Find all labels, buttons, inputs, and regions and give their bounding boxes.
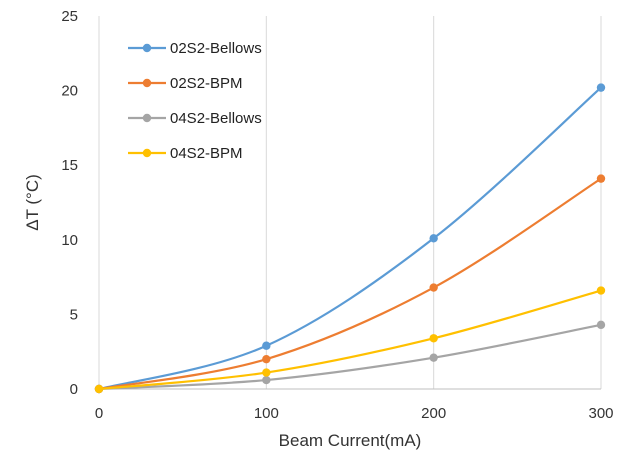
x-tick-label: 100 (254, 405, 279, 422)
legend-swatch-marker (142, 148, 152, 158)
legend-label: 04S2-BPM (170, 145, 243, 162)
x-tick-label: 300 (588, 405, 613, 422)
series-02s2-bellows (94, 83, 606, 394)
series-line-02s2-bellows (98, 86, 602, 391)
x-axis-title: Beam Current(mA) (279, 431, 422, 450)
data-point-04s2-bellows-200 (429, 353, 438, 362)
data-point-02s2-bpm-300 (596, 174, 606, 183)
legend-label: 04S2-Bellows (170, 110, 262, 127)
legend-label: 02S2-BPM (170, 75, 243, 92)
y-tick-label: 25 (61, 8, 78, 25)
y-tick-label: 20 (61, 83, 78, 100)
y-tick-label: 5 (70, 306, 78, 323)
y-tick-label: 10 (61, 232, 78, 249)
legend-item-02s2-bellows: 02S2-Bellows (128, 40, 262, 57)
legend-item-04s2-bpm: 04S2-BPM (128, 145, 243, 162)
gridlines (98, 16, 602, 389)
x-tick-label: 200 (421, 405, 446, 422)
data-point-02s2-bellows-100 (262, 341, 271, 350)
series-line-02s2-bpm (98, 177, 602, 391)
data-point-04s2-bpm-300 (596, 286, 606, 295)
y-axis-title: ΔT (°C) (23, 174, 42, 231)
legend-swatch-marker (142, 43, 152, 53)
series-04s2-bpm (94, 286, 606, 394)
x-tick-labels: 0 100 200 300 (95, 405, 614, 422)
series-02s2-bpm (94, 174, 606, 394)
data-point-04s2-bpm-0 (94, 384, 104, 394)
y-tick-labels: 0 5 10 15 20 25 (61, 8, 78, 398)
x-tick-label: 0 (95, 405, 103, 422)
legend: 02S2-Bellows 02S2-BPM 04S2-Bellows 04S2-BPM (128, 40, 262, 162)
data-point-04s2-bellows-300 (596, 320, 606, 330)
legend-item-02s2-bpm: 02S2-BPM (128, 75, 243, 92)
series-line-04s2-bellows (98, 323, 602, 391)
y-tick-label: 15 (61, 157, 78, 174)
legend-swatch-marker (142, 113, 152, 123)
data-point-02s2-bellows-300 (596, 83, 606, 92)
legend-label: 02S2-Bellows (170, 40, 262, 57)
series-line-04s2-bpm (98, 289, 602, 391)
data-point-02s2-bpm-100 (262, 354, 271, 364)
legend-swatch-marker (142, 78, 152, 88)
data-point-02s2-bellows-200 (429, 234, 438, 243)
y-tick-label: 0 (70, 381, 78, 398)
data-point-04s2-bellows-100 (262, 375, 271, 385)
series-group (94, 83, 606, 394)
legend-item-04s2-bellows: 04S2-Bellows (128, 110, 262, 127)
data-point-02s2-bpm-200 (429, 283, 438, 292)
data-point-04s2-bpm-100 (262, 368, 271, 377)
data-point-04s2-bpm-200 (429, 334, 438, 343)
